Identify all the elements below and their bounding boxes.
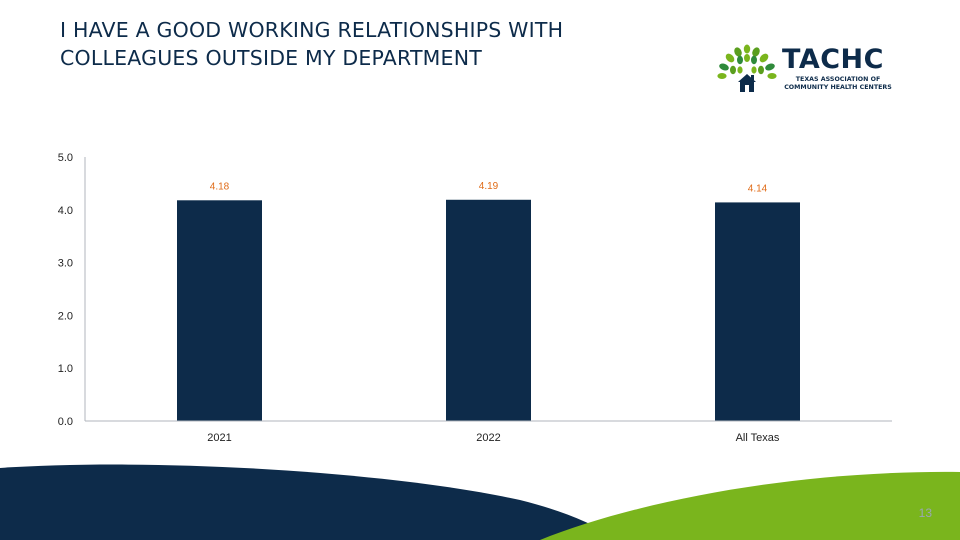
tree-house-logo-icon xyxy=(717,44,777,92)
x-tick-label: 2021 xyxy=(207,432,231,444)
x-tick-label: All Texas xyxy=(736,432,780,444)
bar-data-label: 4.19 xyxy=(479,181,499,192)
logo-subtitle-line-1: TEXAS ASSOCIATION OF xyxy=(795,76,881,83)
bar-data-label: 4.18 xyxy=(210,181,230,192)
slide-title-line-1: I HAVE A GOOD WORKING RELATIONSHIPS WITH xyxy=(60,18,564,42)
y-tick-label: 2.0 xyxy=(58,310,73,322)
y-tick-label: 5.0 xyxy=(58,152,73,164)
bar-data-label: 4.14 xyxy=(748,183,768,194)
slide-title: I HAVE A GOOD WORKING RELATIONSHIPS WITH… xyxy=(60,16,563,72)
bar-series xyxy=(177,199,800,421)
logo-wordmark: TACHC xyxy=(782,44,884,75)
y-tick-label: 0.0 xyxy=(58,416,73,428)
y-tick-label: 3.0 xyxy=(58,258,73,270)
slide-title-line-2: COLLEAGUES OUTSIDE MY DEPARTMENT xyxy=(60,46,482,70)
bar xyxy=(177,200,262,421)
page-number: 13 xyxy=(918,506,932,520)
logo-subtitle-line-2: COMMUNITY HEALTH CENTERS xyxy=(784,84,892,91)
y-axis-ticks: 0.0 1.0 2.0 3.0 4.0 5.0 xyxy=(58,152,73,428)
y-tick-label: 4.0 xyxy=(58,205,73,217)
bar xyxy=(715,202,800,421)
x-axis-ticks: 2021 2022 All Texas xyxy=(207,432,780,444)
tachc-logo: TACHC TEXAS ASSOCIATION OF COMMUNITY HEA… xyxy=(716,44,906,100)
bar xyxy=(446,199,531,421)
bar-chart: 0.0 1.0 2.0 3.0 4.0 5.0 4.18 4.19 4.14 2021 2022… xyxy=(58,152,892,444)
data-labels: 4.18 4.19 4.14 xyxy=(210,181,768,195)
footer-green-wave xyxy=(540,471,960,540)
y-tick-label: 1.0 xyxy=(58,363,73,375)
x-tick-label: 2022 xyxy=(476,432,500,444)
footer-navy-wave xyxy=(0,464,620,540)
logo-subtitle: TEXAS ASSOCIATION OF COMMUNITY HEALTH CE… xyxy=(780,76,896,92)
